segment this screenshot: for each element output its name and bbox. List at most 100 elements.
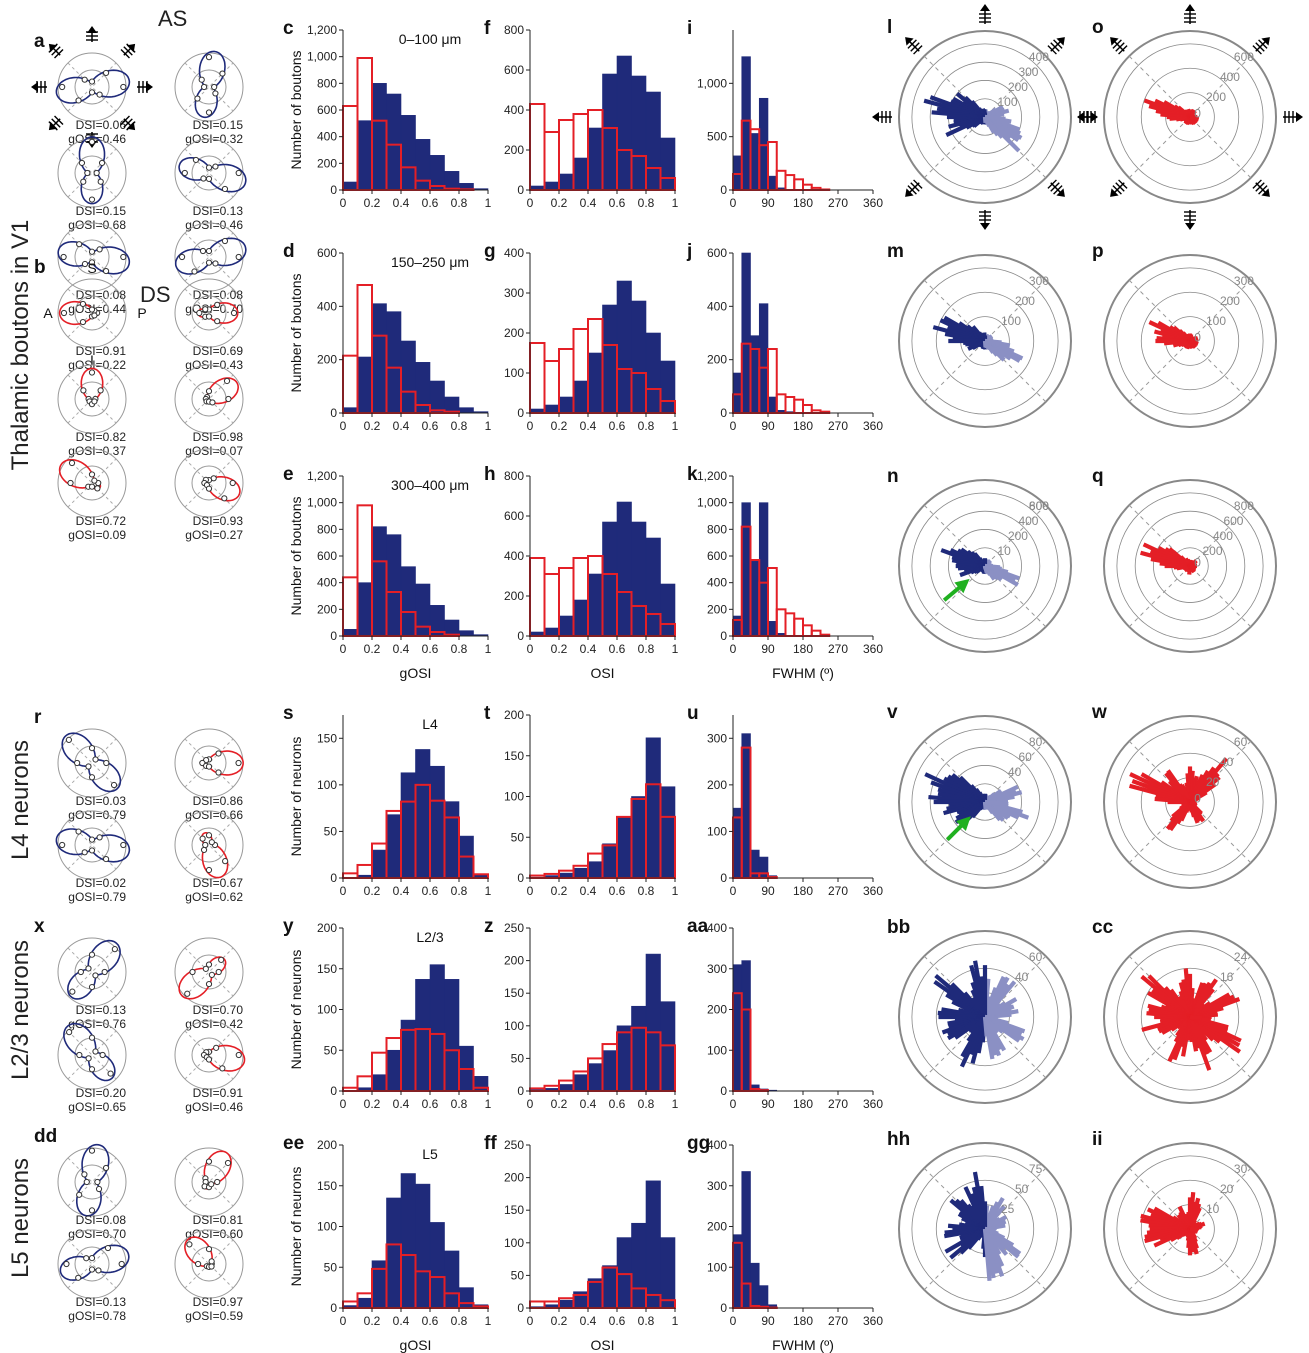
- y-tick-label: 300: [707, 962, 727, 976]
- response-point: [205, 388, 213, 395]
- y-tick-label: 100: [707, 824, 727, 838]
- y-tick-label: 0: [517, 183, 524, 197]
- outer-ring: [1103, 30, 1277, 204]
- histogram-f: 0 200 400 600 800 0 0.2 0.4 0.6 0.8 1 f: [484, 18, 679, 210]
- histogram-d: 0 200 400 600 0 0.2 0.4 0.6 0.8 1 150–250 μm Number…: [283, 241, 492, 433]
- response-point: [212, 163, 219, 170]
- inner-ring: [191, 745, 227, 781]
- y-tick-label: 150: [317, 731, 337, 745]
- response-point: [88, 138, 96, 145]
- histogram-g: 0 100 200 300 400 0 0.2 0.4 0.6 0.8 1 g: [484, 241, 679, 433]
- x-tick-label: 1: [485, 642, 492, 656]
- diagonal-guide: [67, 947, 117, 997]
- x-tick-label: 0.6: [422, 642, 439, 656]
- response-point: [88, 89, 96, 96]
- y-tick-label: 600: [707, 549, 727, 563]
- tuning-curve-panels: DSI=0.06gOSI=0.46aDSI=0.15gOSI=0.32DSI=0…: [31, 6, 247, 1323]
- bar-ds: [543, 131, 560, 191]
- panel-label: k: [687, 464, 698, 485]
- response-point: [229, 479, 236, 487]
- x-tick-label: 0.2: [551, 1314, 568, 1328]
- y-tick-label: 0: [517, 1301, 524, 1315]
- bar-as: [767, 396, 778, 414]
- y-tick-label: 200: [707, 353, 727, 367]
- rose-spoke: [984, 1014, 995, 1020]
- panel-label: j: [686, 241, 692, 262]
- motion-arrow-icon: [1047, 179, 1065, 197]
- bar-as: [415, 979, 431, 1092]
- response-point: [88, 483, 96, 490]
- response-point: [186, 1241, 193, 1248]
- x-tick-label: 0.8: [451, 196, 468, 210]
- bar-as: [386, 814, 402, 879]
- response-point: [101, 968, 108, 976]
- response-point: [96, 246, 103, 253]
- response-point: [75, 97, 82, 104]
- rose-ring: [1116, 728, 1264, 876]
- bar-as: [750, 335, 760, 414]
- motion-arrow-icon: [1283, 111, 1303, 123]
- diagonal-guide: [184, 1157, 234, 1207]
- y-tick-label: 600: [504, 63, 524, 77]
- inner-ring: [191, 155, 227, 191]
- diagonal-guide: [67, 148, 117, 198]
- y-tick-label: 150: [504, 749, 524, 763]
- response-point: [189, 968, 196, 976]
- ring-label: 30: [1234, 1162, 1248, 1176]
- response-point: [184, 990, 191, 997]
- y-tick-label: 800: [504, 23, 524, 37]
- gosi-value: gOSI=0.07: [185, 444, 243, 458]
- diagonal-guide: [67, 374, 117, 424]
- x-tick-label: 270: [828, 884, 848, 898]
- compass-superior: S: [87, 260, 96, 276]
- rose-ring: [1165, 92, 1215, 142]
- x-tick-label: 90: [761, 884, 775, 898]
- x-tick-label: 0.6: [609, 884, 626, 898]
- rose-ring: [1116, 43, 1264, 191]
- bar-as: [602, 304, 618, 414]
- bar-as: [732, 807, 743, 879]
- bar-as: [573, 599, 589, 637]
- rose-ring: [1140, 67, 1240, 167]
- diagonal-guide: [67, 738, 117, 788]
- response-point: [214, 1178, 221, 1186]
- response-point: [75, 828, 82, 835]
- outer-ring: [1103, 479, 1277, 653]
- bar-as: [645, 91, 661, 191]
- y-tick-label: 100: [504, 1236, 524, 1250]
- y-tick-label: 400: [707, 299, 727, 313]
- highlight-arrow-icon: [942, 578, 970, 602]
- ring-label: 200: [1206, 90, 1226, 104]
- y-tick-label: 200: [504, 326, 524, 340]
- bar-as: [645, 737, 661, 879]
- histogram-k: 0 200 400 600 800 1,000 1,200 0 90 180 270 360 FWHM …: [687, 464, 883, 681]
- response-point: [66, 1029, 73, 1036]
- rose-ring: [911, 492, 1059, 640]
- outer-ring: [57, 728, 127, 798]
- response-point: [67, 479, 74, 487]
- y-tick-label: 50: [324, 1043, 338, 1057]
- bar-as: [458, 407, 474, 414]
- y-tick-label: 400: [317, 130, 337, 144]
- response-point: [97, 387, 104, 394]
- motion-arrow-icon: [1047, 37, 1065, 55]
- bar-ds: [802, 624, 813, 637]
- response-point: [235, 253, 242, 261]
- response-point: [110, 781, 118, 789]
- diagonal-guide: [67, 1239, 117, 1289]
- panel-label: m: [887, 241, 904, 262]
- panel-label: v: [887, 702, 898, 723]
- y-tick-label: 200: [317, 156, 337, 170]
- response-point: [205, 175, 213, 182]
- compass-anterior: A: [43, 305, 53, 321]
- x-tick-label: 0.8: [638, 1314, 655, 1328]
- rose-ring: [935, 1179, 1035, 1279]
- response-point: [92, 756, 99, 763]
- response-point: [199, 835, 206, 842]
- histogram-s: 0 50 100 150 0 0.2 0.4 0.6 0.8 1 L4 Number of neuro…: [283, 703, 492, 898]
